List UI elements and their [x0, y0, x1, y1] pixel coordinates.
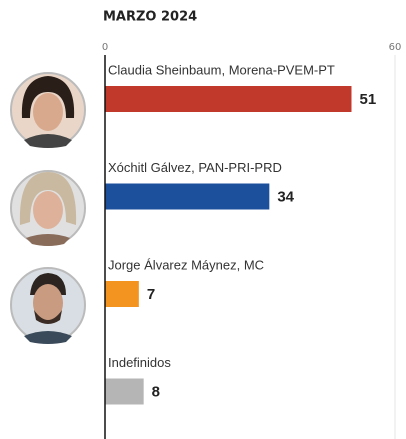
chart: MARZO 2024 0 60 Claudia Sheinbaum, Morena-… [0, 0, 406, 439]
photos [11, 73, 85, 344]
category-label: Jorge Álvarez Máynez, MC [108, 257, 264, 272]
photo [11, 268, 85, 344]
x-tick-label: 60 [389, 42, 402, 53]
value-label: 8 [152, 383, 160, 400]
bar [105, 281, 139, 307]
photo [11, 73, 85, 148]
value-label: 34 [277, 188, 294, 205]
category-label: Indefinidos [108, 355, 171, 370]
x-tick-label: 0 [102, 42, 108, 53]
value-label: 7 [147, 286, 155, 303]
photo [11, 171, 85, 246]
category-label: Claudia Sheinbaum, Morena-PVEM-PT [108, 62, 335, 77]
value-label: 51 [360, 91, 377, 108]
bar [105, 379, 144, 405]
bar [105, 86, 352, 112]
category-label: Xóchitl Gálvez, PAN-PRI-PRD [108, 160, 282, 175]
bar [105, 184, 269, 210]
chart-title: MARZO 2024 [103, 10, 197, 25]
